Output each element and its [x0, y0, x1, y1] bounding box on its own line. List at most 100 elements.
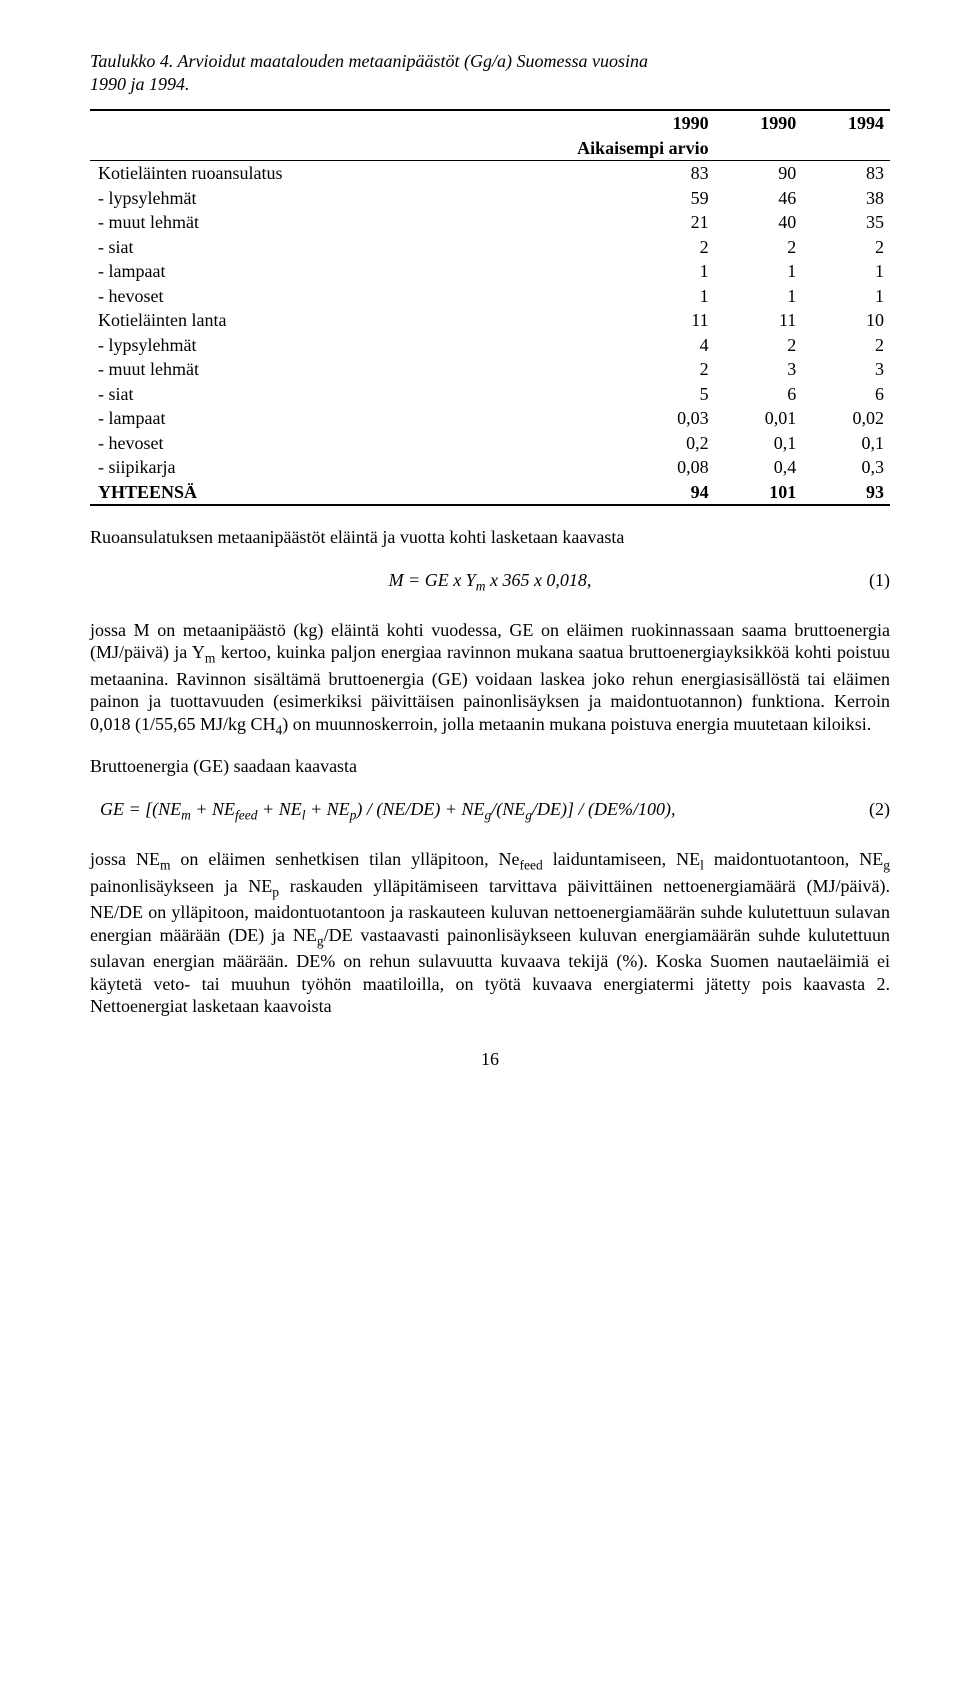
- row-val-a: 11: [453, 308, 715, 333]
- eq2-piece: /(NE: [491, 799, 525, 819]
- row-val-c: 1: [802, 259, 890, 284]
- eq2-sub: feed: [235, 808, 258, 823]
- row-val-c: 0,02: [802, 406, 890, 431]
- row-label: - siat: [90, 235, 453, 260]
- eq2-sub: m: [181, 808, 191, 823]
- row-val-c: 2: [802, 235, 890, 260]
- row-val-a: 1: [453, 284, 715, 309]
- para4-sub: g: [883, 858, 890, 873]
- table-row: - hevoset111: [90, 284, 890, 309]
- th-empty: [90, 110, 453, 136]
- eq1-tail: x 365 x 0,018,: [485, 570, 591, 590]
- equation-2: GE = [(NEm + NEfeed + NEl + NEp) / (NE/D…: [90, 798, 890, 824]
- th-1994: 1994: [802, 110, 890, 136]
- table-row: - lypsylehmät594638: [90, 186, 890, 211]
- row-val-c: 35: [802, 210, 890, 235]
- totals-b: 101: [715, 480, 803, 506]
- table-row: - muut lehmät233: [90, 357, 890, 382]
- eq2-piece: /DE)] / (DE%/100),: [532, 799, 675, 819]
- row-val-a: 0,03: [453, 406, 715, 431]
- para-4: jossa NEm on eläimen senhetkisen tilan y…: [90, 848, 890, 1017]
- eq2-body: GE = [(NEm + NEfeed + NEl + NEp) / (NE/D…: [100, 798, 676, 824]
- para4-piece: jossa NE: [90, 849, 160, 869]
- th-empty2: [90, 136, 453, 161]
- row-val-b: 2: [715, 235, 803, 260]
- row-label: - lypsylehmät: [90, 186, 453, 211]
- row-label: - muut lehmät: [90, 357, 453, 382]
- row-val-a: 1: [453, 259, 715, 284]
- row-val-a: 4: [453, 333, 715, 358]
- equation-1: M = GE x Υm x 365 x 0,018, (1): [90, 569, 890, 595]
- table-row: - siat222: [90, 235, 890, 260]
- row-label: - muut lehmät: [90, 210, 453, 235]
- row-label: - siat: [90, 382, 453, 407]
- row-val-a: 2: [453, 357, 715, 382]
- table-row: - lampaat0,030,010,02: [90, 406, 890, 431]
- eq2-piece: ) / (NE/DE) + NE: [356, 799, 484, 819]
- row-val-b: 6: [715, 382, 803, 407]
- eq2-piece: GE = [(NE: [100, 799, 181, 819]
- eq1-body: M = GE x Υm x 365 x 0,018,: [389, 569, 592, 595]
- row-val-c: 0,1: [802, 431, 890, 456]
- row-val-a: 83: [453, 161, 715, 186]
- row-val-b: 0,4: [715, 455, 803, 480]
- emissions-table: 1990 1990 1994 Aikaisempi arvio Kotieläi…: [90, 109, 890, 506]
- table-row: - siipikarja0,080,40,3: [90, 455, 890, 480]
- row-val-c: 38: [802, 186, 890, 211]
- table-row: - lypsylehmät422: [90, 333, 890, 358]
- row-val-c: 1: [802, 284, 890, 309]
- table-row: - siat566: [90, 382, 890, 407]
- para4-sub: feed: [520, 858, 543, 873]
- row-val-a: 59: [453, 186, 715, 211]
- row-val-b: 0,1: [715, 431, 803, 456]
- eq1-num: (1): [869, 569, 890, 592]
- th-1990-b: 1990: [715, 110, 803, 136]
- row-label: - lampaat: [90, 259, 453, 284]
- row-val-b: 1: [715, 259, 803, 284]
- row-label: - lampaat: [90, 406, 453, 431]
- table-row: Kotieläinten lanta111110: [90, 308, 890, 333]
- eq2-piece: + NE: [305, 799, 349, 819]
- row-label: - hevoset: [90, 431, 453, 456]
- row-val-b: 11: [715, 308, 803, 333]
- table-body: Kotieläinten ruoansulatus839083- lypsyle…: [90, 161, 890, 480]
- row-val-c: 2: [802, 333, 890, 358]
- row-val-a: 0,2: [453, 431, 715, 456]
- para4-piece: laiduntamiseen, NE: [543, 849, 700, 869]
- para-3: Bruttoenergia (GE) saadaan kaavasta: [90, 755, 890, 778]
- para4-piece: maidontuotantoon, NE: [704, 849, 883, 869]
- row-val-a: 0,08: [453, 455, 715, 480]
- table-caption: Taulukko 4. Arvioidut maatalouden metaan…: [90, 50, 890, 95]
- caption-line-1: Taulukko 4. Arvioidut maatalouden metaan…: [90, 51, 648, 71]
- th-empty4: [802, 136, 890, 161]
- row-label: Kotieläinten lanta: [90, 308, 453, 333]
- row-val-b: 2: [715, 333, 803, 358]
- row-val-b: 46: [715, 186, 803, 211]
- para2-sub-m: m: [205, 651, 216, 666]
- table-row: - lampaat111: [90, 259, 890, 284]
- row-val-b: 90: [715, 161, 803, 186]
- totals-c: 93: [802, 480, 890, 506]
- eq2-sub: g: [525, 808, 532, 823]
- row-val-c: 6: [802, 382, 890, 407]
- eq1-main: M = GE x Υ: [389, 570, 476, 590]
- row-label: - hevoset: [90, 284, 453, 309]
- row-val-a: 2: [453, 235, 715, 260]
- eq2-num: (2): [869, 798, 890, 821]
- row-val-b: 1: [715, 284, 803, 309]
- row-label: Kotieläinten ruoansulatus: [90, 161, 453, 186]
- table-row: - muut lehmät214035: [90, 210, 890, 235]
- para-2: jossa M on metaanipäästö (kg) eläintä ko…: [90, 619, 890, 739]
- row-val-c: 3: [802, 357, 890, 382]
- row-val-b: 3: [715, 357, 803, 382]
- table-row: Kotieläinten ruoansulatus839083: [90, 161, 890, 186]
- para4-piece: on eläimen senhetkisen tilan ylläpitoon,…: [170, 849, 519, 869]
- row-val-a: 21: [453, 210, 715, 235]
- table-row: - hevoset0,20,10,1: [90, 431, 890, 456]
- th-empty3: [715, 136, 803, 161]
- page-number: 16: [90, 1048, 890, 1071]
- totals-a: 94: [453, 480, 715, 506]
- eq1-sub: m: [476, 578, 486, 593]
- para2-c: ) on muunnoskerroin, jolla metaanin muka…: [282, 714, 871, 734]
- row-val-b: 0,01: [715, 406, 803, 431]
